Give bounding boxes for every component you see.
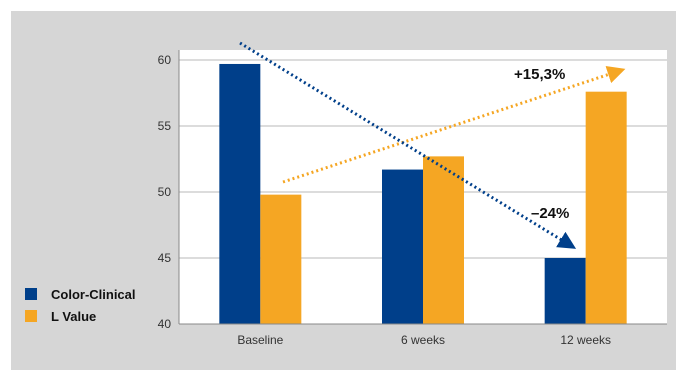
l-value-change-label: +15,3% xyxy=(514,66,565,83)
y-tick-label-60: 60 xyxy=(158,53,172,67)
legend-label-color-clinical: Color-Clinical xyxy=(51,287,136,302)
legend-swatch-l-value xyxy=(25,310,37,322)
y-tick-label-55: 55 xyxy=(158,119,172,133)
x-tick-label-12-weeks: 12 weeks xyxy=(560,333,611,347)
legend: Color-Clinical L Value xyxy=(25,287,136,324)
legend-label-l-value: L Value xyxy=(51,309,96,324)
y-tick-label-45: 45 xyxy=(158,251,172,265)
bar-color-clinical-6-weeks xyxy=(382,169,423,324)
legend-swatch-color-clinical xyxy=(25,288,37,300)
bar-l-value-12-weeks xyxy=(585,91,627,325)
y-axis-ticks: 40 45 50 55 60 xyxy=(158,53,172,331)
bars xyxy=(219,63,627,325)
x-tick-label-baseline: Baseline xyxy=(237,333,283,347)
color-clinical-change-label: –24% xyxy=(531,205,569,222)
bar-l-value-6-weeks xyxy=(423,156,464,324)
x-tick-label-6-weeks: 6 weeks xyxy=(401,333,445,347)
bar-color-clinical-baseline xyxy=(219,63,261,325)
x-axis-ticks: Baseline 6 weeks 12 weeks xyxy=(237,333,611,347)
color-clinical-trend-arrow xyxy=(239,41,577,249)
y-tick-label-50: 50 xyxy=(158,185,172,199)
bar-l-value-baseline xyxy=(260,194,302,324)
y-tick-label-40: 40 xyxy=(158,317,172,331)
bar-color-clinical-12-weeks xyxy=(544,258,586,324)
